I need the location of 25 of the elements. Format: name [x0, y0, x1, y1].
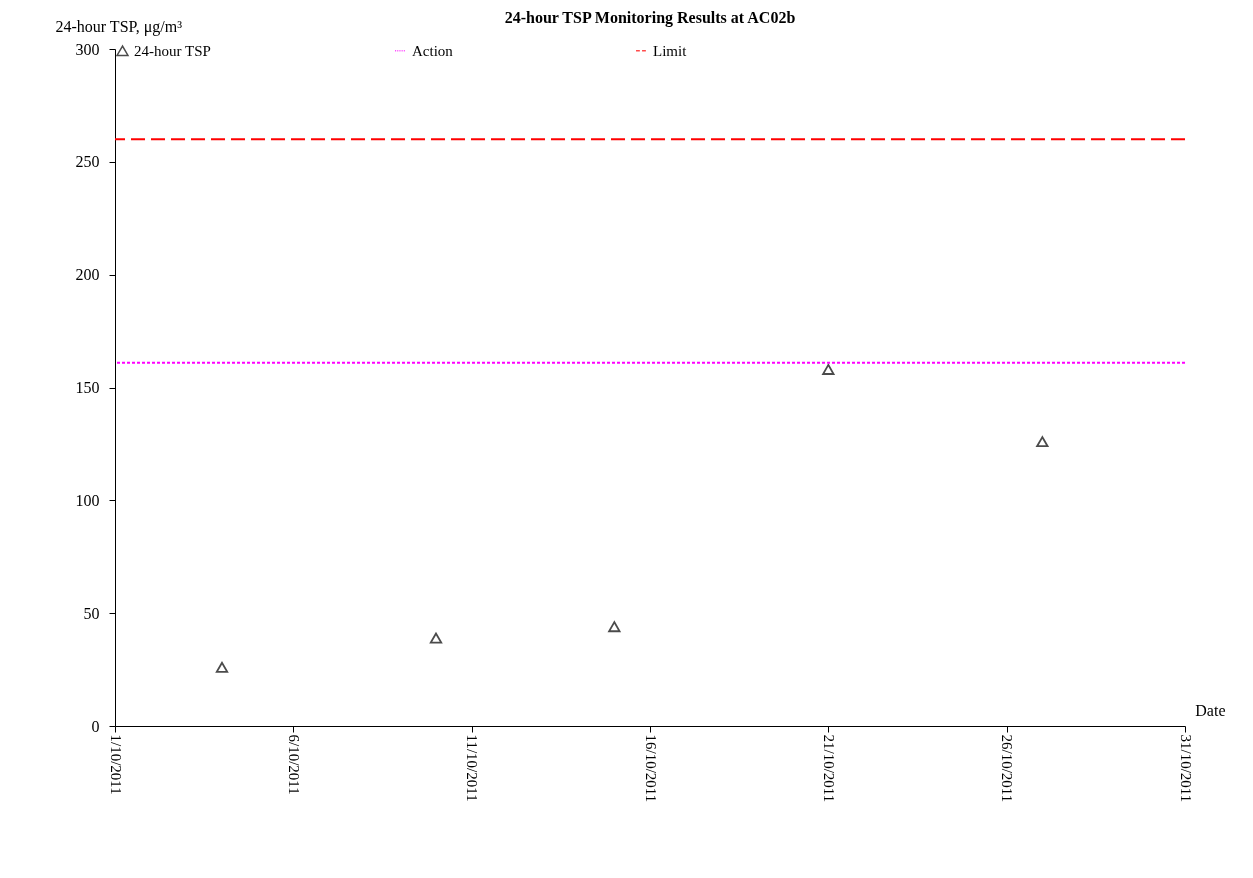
y-tick-label: 150: [75, 379, 100, 396]
x-tick-label: 1/10/2011: [107, 734, 124, 795]
x-tick-label: 16/10/2011: [642, 734, 659, 803]
y-tick-label: 50: [83, 604, 100, 622]
legend-label: 24-hour TSP: [134, 42, 211, 59]
x-tick-label: 11/10/2011: [464, 734, 481, 802]
legend-label: Limit: [653, 42, 688, 59]
x-axis-title: Date: [1195, 701, 1226, 719]
point: [822, 364, 835, 375]
y-tick-label: 300: [75, 40, 100, 58]
x-tick-label: 31/10/2011: [1177, 734, 1194, 803]
legend-label: Action: [412, 42, 454, 59]
point: [215, 661, 229, 673]
y-tick-label: 200: [75, 266, 100, 284]
point: [1036, 436, 1049, 448]
point: [429, 632, 443, 644]
point: [608, 621, 621, 633]
y-tick-label: 0: [91, 717, 100, 735]
y-tick-label: 250: [75, 153, 100, 171]
x-tick-label: 6/10/2011: [285, 734, 302, 795]
x-tick-label: 21/10/2011: [820, 734, 837, 803]
y-axis-title: 24-hour TSP, μg/m³: [55, 17, 183, 36]
chart-title: 24-hour TSP Monitoring Results at AC02b: [504, 9, 796, 27]
x-tick-label: 26/10/2011: [999, 734, 1016, 803]
y-tick-label: 100: [75, 491, 100, 509]
